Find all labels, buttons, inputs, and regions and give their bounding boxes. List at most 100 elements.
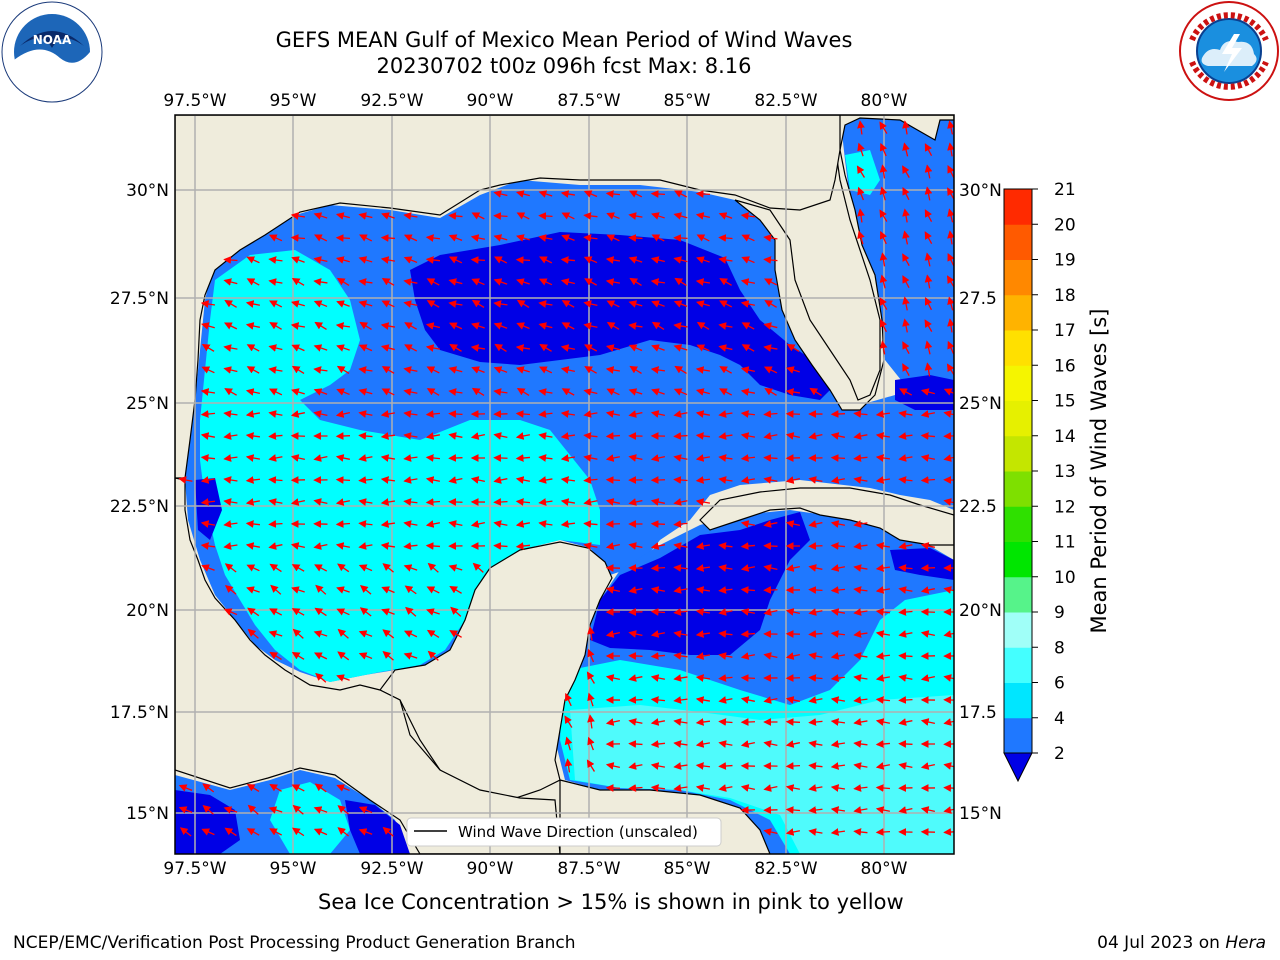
wind-wave-arrow [673,630,688,638]
wind-wave-arrow [179,827,192,837]
wind-wave-arrow [898,564,913,572]
wind-wave-arrow [224,585,237,595]
footer-host: Hera [1225,933,1266,953]
wind-wave-arrow [875,718,891,726]
wind-wave-arrow [335,498,351,506]
wind-wave-arrow [674,277,687,286]
wind-wave-arrow [830,740,846,748]
wind-wave-arrow [586,759,595,772]
wind-wave-arrow [695,300,710,308]
wind-wave-arrow [583,300,598,308]
lat-tick-right: 27.5 [959,289,997,309]
wind-wave-arrow [246,828,260,836]
wind-wave-arrow [628,740,643,748]
wind-wave-arrow [605,278,621,286]
wind-wave-arrow [673,740,688,748]
wind-wave-arrow [539,344,552,352]
wind-wave-arrow [425,542,441,550]
wind-wave-arrow [380,498,396,506]
wind-wave-arrow [740,564,756,572]
wind-wave-arrow [943,718,954,726]
colorbar-segment [1004,471,1032,507]
wind-wave-arrow [924,164,933,179]
wind-wave-arrow [628,344,643,352]
wind-wave-arrow [920,410,936,418]
wind-wave-arrow [246,256,260,264]
wind-wave-arrow [947,252,954,267]
wind-wave-arrow [902,341,910,355]
wind-wave-arrow [902,230,910,245]
wind-wave-arrow [336,388,350,396]
wind-wave-arrow [359,607,372,617]
wind-wave-arrow [628,784,643,792]
wind-wave-arrow [268,410,283,418]
wind-wave-arrow [448,476,463,484]
wind-wave-arrow [650,740,666,748]
wind-wave-arrow [448,564,463,572]
wind-wave-arrow [561,212,575,220]
wind-wave-arrow [628,718,643,726]
wind-wave-arrow [291,608,305,616]
wind-wave-arrow [898,652,913,660]
wind-wave-arrow [650,696,666,704]
wind-wave-arrow [268,542,283,550]
wind-wave-arrow [405,606,417,617]
wind-wave-arrow [425,410,441,418]
wind-wave-arrow [493,366,508,374]
colorbar-segment [1004,330,1032,366]
wind-wave-arrow [830,630,846,638]
wind-wave-arrow [808,718,823,726]
wind-wave-arrow [920,762,935,770]
wind-wave-arrow [337,827,349,837]
wind-wave-arrow [785,696,800,704]
wind-wave-arrow [785,652,800,660]
wind-wave-arrow [358,454,373,462]
colorbar-segment [1004,682,1032,719]
wind-wave-arrow [898,410,913,418]
wind-wave-arrow [718,652,733,660]
central-america-landmass [175,477,561,854]
wind-wave-arrow [651,321,665,330]
wind-wave-arrow [875,652,891,660]
wind-wave-arrow [223,806,238,814]
wind-wave-arrow [875,454,891,462]
wind-wave-arrow [403,542,418,550]
wind-wave-arrow [358,564,373,572]
wind-wave-arrow [898,476,913,484]
wind-wave-arrow [605,344,620,352]
wind-wave-arrow [538,454,553,462]
wind-wave-arrow [763,608,778,616]
wind-wave-arrow [629,277,642,286]
wind-wave-arrow [650,718,666,726]
wind-wave-arrow [335,256,350,264]
wind-wave-arrow [425,454,441,462]
wind-wave-arrow [853,432,868,440]
wind-wave-arrow [471,299,485,308]
wind-wave-arrow [449,630,462,638]
colorbar-tick-label: 2 [1054,744,1065,764]
colorbar-label: Mean Period of Wind Waves [s] [1087,309,1111,634]
eastern-caribbean-dark-patch [890,548,954,580]
wind-wave-arrow [920,388,935,396]
wind-wave-arrow [741,322,755,330]
wind-wave-arrow [449,343,462,352]
wind-wave-arrow [336,344,350,352]
wind-wave-arrow [538,212,553,220]
wind-wave-arrow [358,520,373,528]
wind-wave-arrow [605,366,621,374]
wind-wave-arrow [763,520,778,528]
wind-wave-arrow [673,344,688,352]
colorbar-tick-label: 10 [1054,568,1076,588]
wind-wave-arrow [290,498,305,506]
wind-wave-arrow [247,607,260,617]
wind-wave-arrow [808,630,823,638]
wind-wave-arrow [425,520,441,528]
wind-wave-arrow [853,718,868,726]
wind-wave-arrow [425,432,441,440]
colorbar-tick-label: 18 [1054,286,1076,306]
wind-wave-arrow [651,344,665,352]
wind-wave-arrow [336,277,350,286]
wind-wave-arrow [673,410,688,418]
wind-wave-arrow [313,300,328,308]
